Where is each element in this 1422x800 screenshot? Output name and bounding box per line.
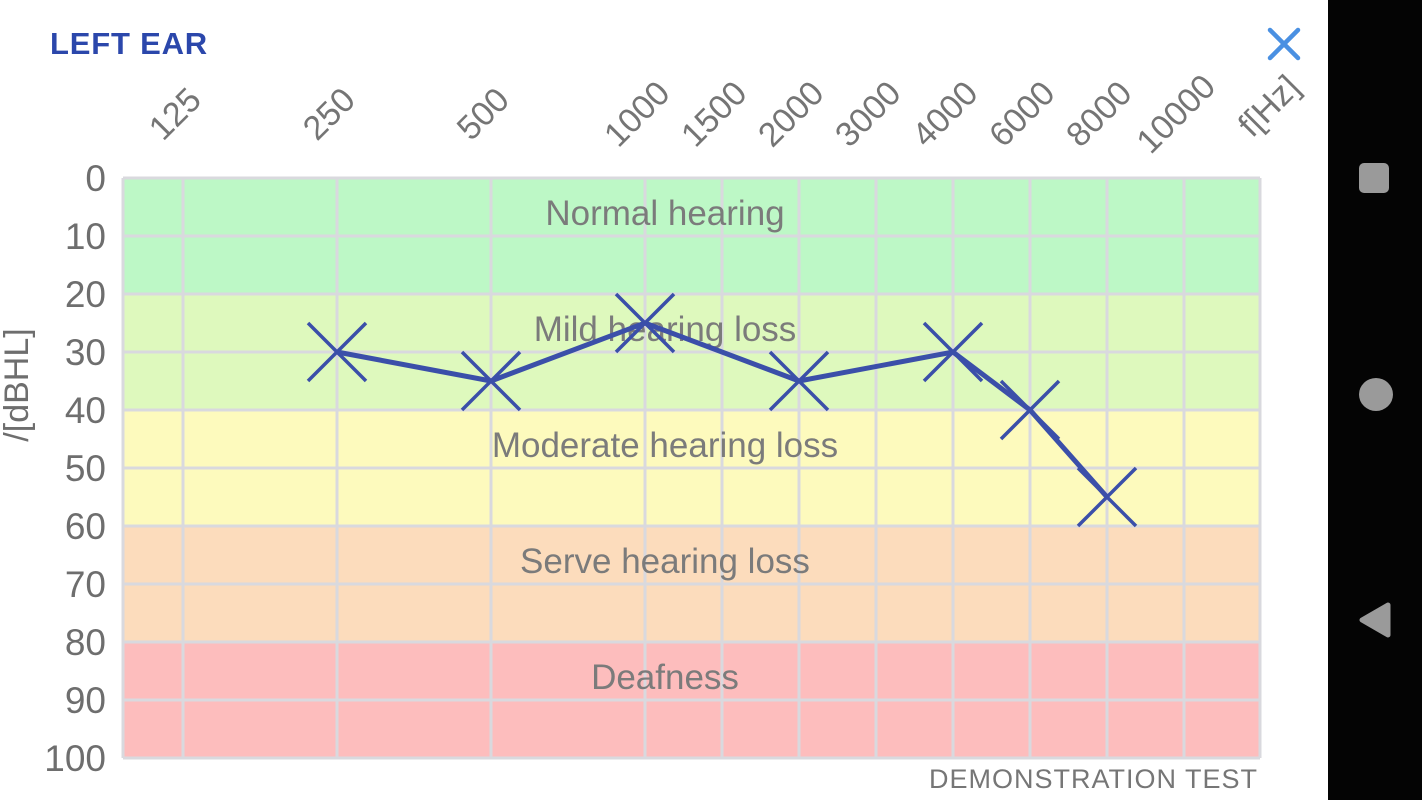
y-tick-label: 0 — [85, 158, 106, 199]
y-tick-label: 10 — [65, 216, 106, 257]
x-marker — [768, 350, 830, 412]
page-title: LEFT EAR — [50, 26, 208, 61]
y-tick-label: 70 — [65, 564, 106, 605]
x-tick-label: 10000 — [1129, 67, 1223, 161]
android-nav-bar — [1328, 0, 1422, 800]
x-tick-label: 4000 — [905, 74, 985, 154]
x-tick-label: 3000 — [828, 74, 908, 154]
x-tick-label: 500 — [450, 81, 517, 148]
y-tick-label: 40 — [65, 390, 106, 431]
back-button[interactable] — [1359, 601, 1393, 639]
y-tick-label: 100 — [44, 738, 106, 779]
x-marker — [1076, 466, 1138, 528]
x-tick-label: 1000 — [597, 74, 677, 154]
recents-button square-icon[interactable] — [1359, 163, 1389, 193]
home-button circle-icon[interactable] — [1359, 378, 1393, 411]
y-tick-label: 80 — [65, 622, 106, 663]
zone-label: Deafness — [591, 658, 739, 697]
close-button[interactable] — [1262, 22, 1306, 66]
triangle-left-icon — [1359, 602, 1391, 638]
y-tick-label: 30 — [65, 332, 106, 373]
x-tick-label: 8000 — [1059, 74, 1139, 154]
x-marker — [460, 350, 522, 412]
x-axis-title: f[Hz] — [1231, 68, 1307, 144]
x-marker — [922, 321, 984, 383]
x-tick-label: 6000 — [982, 74, 1062, 154]
y-tick-label: 50 — [65, 448, 106, 489]
x-marker — [614, 292, 676, 354]
zone-label: Normal hearing — [545, 194, 784, 233]
watermark-label: DEMONSTRATION TEST — [929, 764, 1258, 794]
x-tick-label: 125 — [142, 81, 209, 148]
zone-label: Moderate hearing loss — [492, 426, 838, 465]
y-tick-label: 90 — [65, 680, 106, 721]
x-tick-label: 250 — [296, 81, 363, 148]
y-tick-label: 20 — [65, 274, 106, 315]
x-marker — [306, 321, 368, 383]
close-icon — [1267, 27, 1301, 61]
x-tick-label: 2000 — [751, 74, 831, 154]
y-axis-title: /[dBHL] — [0, 328, 36, 441]
x-tick-label: 1500 — [674, 74, 754, 154]
x-marker — [999, 379, 1061, 441]
zone-label: Serve hearing loss — [520, 542, 810, 581]
y-tick-label: 60 — [65, 506, 106, 547]
